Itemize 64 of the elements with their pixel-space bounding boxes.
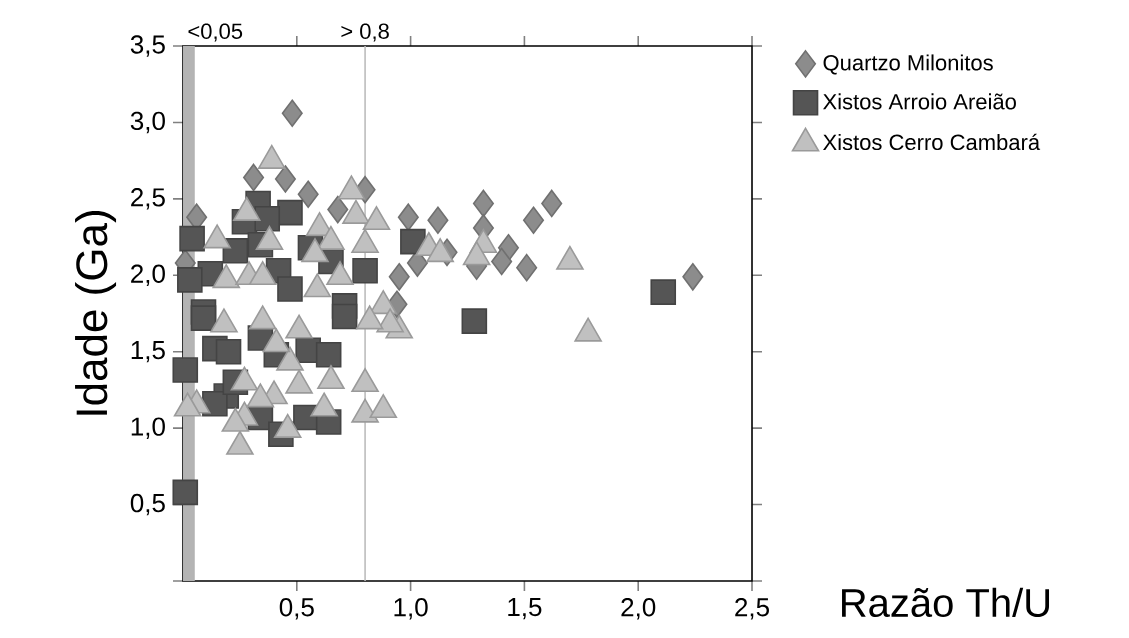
point xyxy=(317,364,345,390)
point xyxy=(310,392,338,417)
point xyxy=(226,430,254,455)
point xyxy=(285,314,313,339)
point xyxy=(682,263,704,291)
point xyxy=(230,366,259,391)
point xyxy=(376,308,404,333)
y-tick-label: 2,0 xyxy=(131,264,165,287)
point xyxy=(297,180,319,209)
point xyxy=(388,263,410,291)
point xyxy=(516,253,538,282)
point xyxy=(179,225,205,252)
x-tick-label: 2,0 xyxy=(621,598,656,620)
point xyxy=(177,267,203,293)
ref-line-label: > 0,8 xyxy=(341,23,389,42)
point xyxy=(352,257,378,284)
point xyxy=(262,328,291,353)
point xyxy=(369,394,398,419)
point xyxy=(274,165,296,193)
y-tick-label: 1,5 xyxy=(131,341,165,363)
point xyxy=(355,305,384,330)
point xyxy=(276,346,304,371)
point xyxy=(254,205,281,232)
point xyxy=(173,392,202,417)
point xyxy=(574,317,602,342)
y-tick-label: 2,5 xyxy=(131,188,165,210)
x-tick-label: 2,5 xyxy=(735,598,769,620)
point xyxy=(397,203,419,231)
x-tick-label: 0,5 xyxy=(279,598,314,620)
y-tick-label: 0,5 xyxy=(130,493,165,516)
point xyxy=(277,276,303,302)
point xyxy=(351,368,379,393)
legend-label: Xistos Arroio Areião xyxy=(823,93,1016,110)
point xyxy=(248,305,277,330)
point xyxy=(351,398,379,423)
point xyxy=(331,303,358,330)
x-tick-label: 1,0 xyxy=(394,598,428,620)
legend-label: Quartzo Milonitos xyxy=(823,54,993,75)
point xyxy=(221,407,250,432)
point xyxy=(461,308,488,334)
legend-label: Xistos Cerro Cambará xyxy=(823,133,1041,151)
point xyxy=(427,206,449,235)
point xyxy=(281,99,303,128)
point xyxy=(472,189,494,218)
point xyxy=(650,279,677,305)
point xyxy=(243,163,265,192)
point xyxy=(222,238,249,264)
point xyxy=(327,195,349,224)
point xyxy=(273,413,302,438)
point xyxy=(190,305,217,331)
y-tick-label: 3,5 xyxy=(130,35,165,57)
y-tick-label: 1,0 xyxy=(131,417,165,439)
x-tick-label: 1,5 xyxy=(508,598,542,620)
y-axis-title: Idade (Ga) xyxy=(75,211,117,415)
point xyxy=(277,199,303,226)
point xyxy=(541,189,563,218)
x-axis-title: Razão Th/U xyxy=(842,587,1050,618)
point xyxy=(246,383,275,408)
point xyxy=(210,308,238,333)
y-tick-label: 3,0 xyxy=(130,111,165,134)
point xyxy=(285,369,313,394)
point xyxy=(522,206,545,235)
band-label: <0,05 xyxy=(188,23,243,42)
point xyxy=(491,247,513,276)
